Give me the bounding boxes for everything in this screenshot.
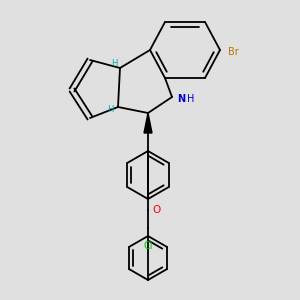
Text: H: H (187, 94, 194, 104)
Text: H: H (111, 58, 117, 68)
Text: O: O (152, 205, 160, 215)
Polygon shape (144, 113, 152, 133)
Text: Cl: Cl (143, 241, 153, 251)
Text: Br: Br (228, 47, 239, 57)
Text: N: N (177, 94, 185, 104)
Text: H: H (106, 106, 113, 115)
